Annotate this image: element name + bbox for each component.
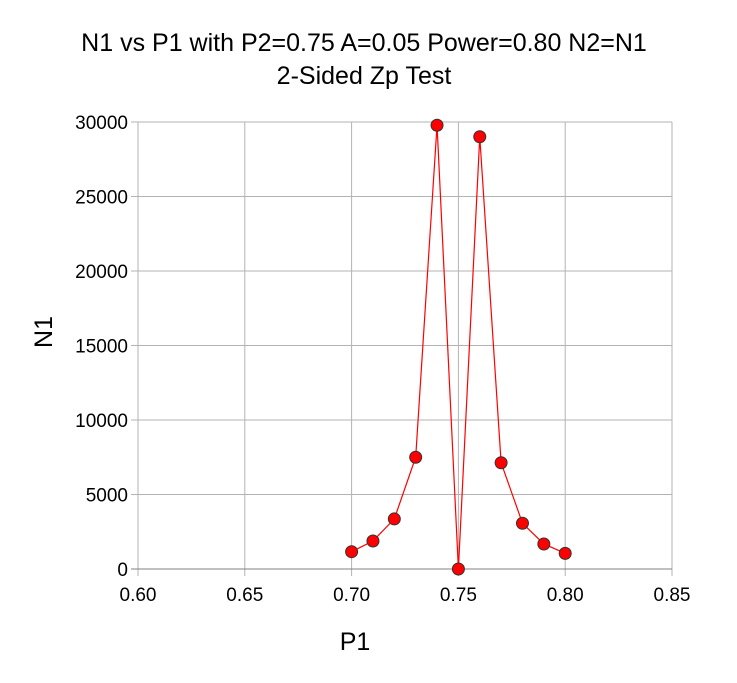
x-tick-label: 0.75 (440, 585, 477, 606)
data-point (430, 118, 444, 132)
data-point (494, 456, 508, 470)
chart-title: N1 vs P1 with P2=0.75 A=0.05 Power=0.80 … (81, 29, 647, 57)
tick-labels: 0.60 0.65 0.70 0.75 0.80 0.85 0 5000 10000 15000 2… (75, 113, 690, 606)
data-point (387, 512, 401, 526)
y-tick-label: 0 (117, 560, 128, 581)
x-tick-label: 0.70 (333, 585, 370, 606)
x-axis-label: P1 (340, 628, 371, 656)
grid (131, 121, 673, 576)
data-point (451, 562, 465, 576)
y-tick-label: 15000 (75, 337, 128, 358)
data-point (558, 546, 572, 560)
data-point (366, 534, 380, 548)
x-tick-label: 0.85 (654, 585, 691, 606)
x-tick-label: 0.60 (120, 585, 157, 606)
x-tick-label: 0.65 (226, 585, 263, 606)
chart-subtitle: 2-Sided Zp Test (277, 62, 452, 90)
data-point (515, 516, 529, 530)
series (345, 118, 572, 576)
y-tick-label: 10000 (75, 411, 128, 432)
data-point (537, 537, 551, 551)
data-point (345, 545, 359, 559)
y-tick-label: 30000 (75, 113, 128, 134)
y-tick-label: 20000 (75, 262, 128, 283)
data-point (409, 450, 423, 464)
y-tick-label: 25000 (75, 188, 128, 209)
y-tick-label: 5000 (86, 486, 128, 507)
y-axis-label: N1 (30, 316, 58, 348)
data-point (473, 130, 487, 144)
x-tick-label: 0.80 (547, 585, 584, 606)
